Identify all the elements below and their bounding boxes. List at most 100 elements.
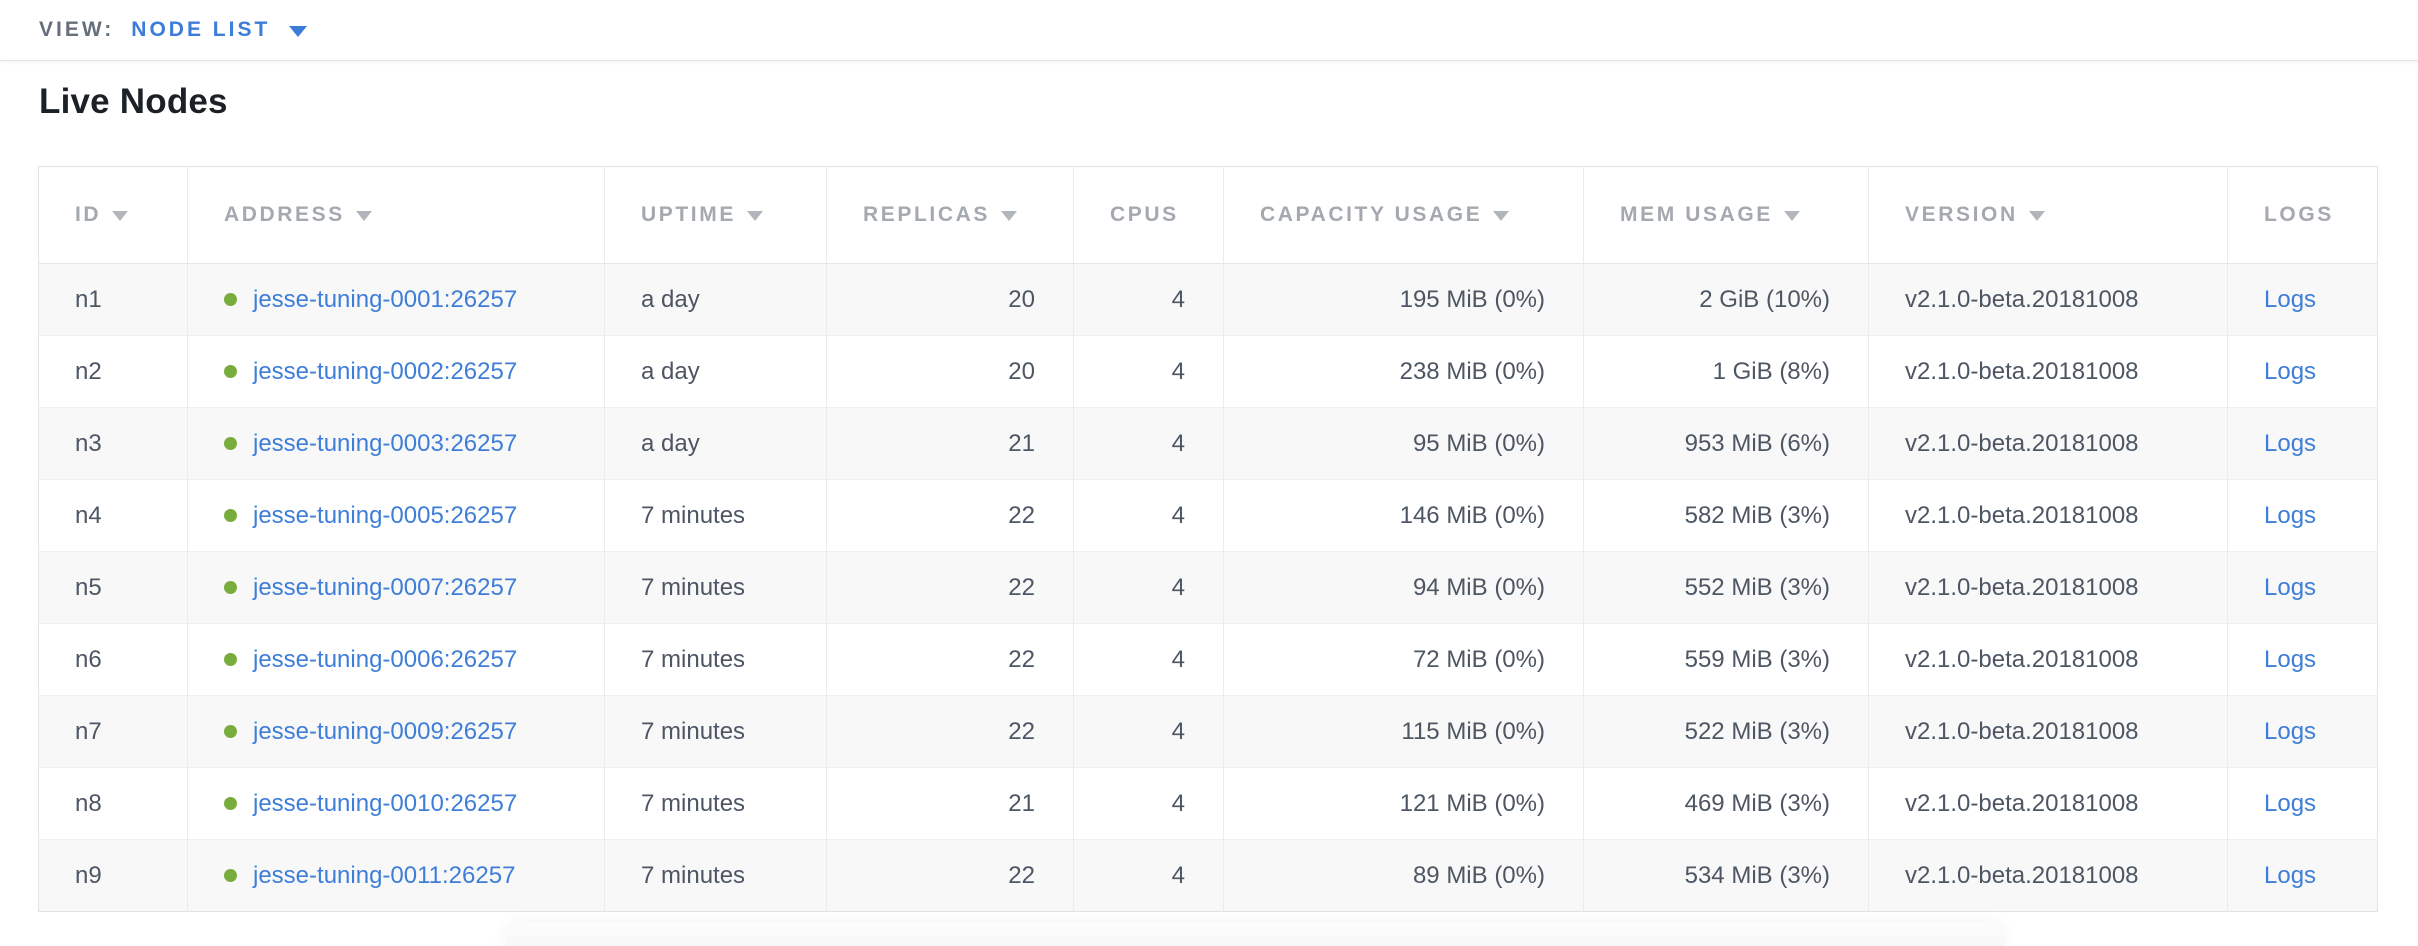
column-header-label: UPTIME — [641, 203, 736, 226]
cell-logs: Logs — [2227, 767, 2378, 840]
logs-link[interactable]: Logs — [2264, 789, 2317, 817]
node-status-icon — [224, 508, 237, 522]
cell-capacity: 195 MiB (0%) — [1223, 263, 1584, 336]
logs-link[interactable]: Logs — [2264, 717, 2317, 745]
cell-mem: 2 GiB (10%) — [1583, 263, 1869, 336]
table-row: n3 jesse-tuning-0003:26257 a day 21 4 95 MiB … — [38, 407, 2378, 480]
cell-uptime: 7 minutes — [604, 551, 827, 624]
cell-address: jesse-tuning-0005:26257 — [187, 479, 605, 552]
cell-capacity: 94 MiB (0%) — [1223, 551, 1584, 624]
column-header-cpus[interactable]: CPUS — [1073, 166, 1224, 264]
live-nodes-section: ID ADDRESS UPTIME REPLICAS CPUS CAPACITY USAG… — [38, 166, 2418, 912]
logs-link[interactable]: Logs — [2264, 357, 2317, 385]
node-address-link[interactable]: jesse-tuning-0002:26257 — [253, 357, 518, 385]
cell-version: v2.1.0-beta.20181008 — [1868, 767, 2228, 840]
cell-mem: 534 MiB (3%) — [1583, 839, 1869, 912]
column-header-mem[interactable]: MEM USAGE — [1583, 166, 1869, 264]
sort-desc-icon — [112, 211, 129, 221]
cell-cpus: 4 — [1073, 767, 1224, 840]
cell-cpus: 4 — [1073, 839, 1224, 912]
cell-mem: 522 MiB (3%) — [1583, 695, 1869, 768]
sort-desc-icon — [746, 211, 763, 221]
cell-mem: 582 MiB (3%) — [1583, 479, 1869, 552]
cell-address: jesse-tuning-0006:26257 — [187, 623, 605, 696]
column-header-label: REPLICAS — [863, 203, 990, 226]
cell-replicas: 21 — [826, 767, 1074, 840]
cell-id: n5 — [38, 551, 188, 624]
cell-version: v2.1.0-beta.20181008 — [1868, 407, 2228, 480]
cell-id: n3 — [38, 407, 188, 480]
cell-cpus: 4 — [1073, 479, 1224, 552]
cell-cpus: 4 — [1073, 623, 1224, 696]
cell-cpus: 4 — [1073, 335, 1224, 408]
cell-mem: 953 MiB (6%) — [1583, 407, 1869, 480]
node-address-link[interactable]: jesse-tuning-0001:26257 — [253, 285, 518, 313]
cell-cpus: 4 — [1073, 551, 1224, 624]
cell-mem: 559 MiB (3%) — [1583, 623, 1869, 696]
cell-uptime: 7 minutes — [604, 839, 827, 912]
logs-link[interactable]: Logs — [2264, 429, 2317, 457]
column-header-label: LOGS — [2264, 203, 2334, 226]
cell-uptime: a day — [604, 335, 827, 408]
logs-link[interactable]: Logs — [2264, 645, 2317, 673]
cell-cpus: 4 — [1073, 263, 1224, 336]
sort-desc-icon — [1783, 211, 1800, 221]
column-header-id[interactable]: ID — [38, 166, 188, 264]
node-status-icon — [224, 796, 237, 810]
column-header-logs: LOGS — [2227, 166, 2378, 264]
column-header-replicas[interactable]: REPLICAS — [826, 166, 1074, 264]
cell-mem: 552 MiB (3%) — [1583, 551, 1869, 624]
column-header-uptime[interactable]: UPTIME — [604, 166, 827, 264]
column-header-label: CAPACITY USAGE — [1260, 203, 1483, 226]
column-header-capacity[interactable]: CAPACITY USAGE — [1223, 166, 1584, 264]
cell-id: n7 — [38, 695, 188, 768]
logs-link[interactable]: Logs — [2264, 573, 2317, 601]
live-nodes-table: ID ADDRESS UPTIME REPLICAS CPUS CAPACITY USAG… — [38, 166, 2378, 912]
cell-capacity: 115 MiB (0%) — [1223, 695, 1584, 768]
node-address-link[interactable]: jesse-tuning-0003:26257 — [253, 429, 518, 457]
cell-version: v2.1.0-beta.20181008 — [1868, 839, 2228, 912]
node-status-icon — [224, 364, 237, 378]
below-fold-element-shadow — [505, 922, 2005, 946]
view-bar: VIEW: NODE LIST — [0, 0, 2418, 61]
column-header-version[interactable]: VERSION — [1868, 166, 2228, 264]
cell-address: jesse-tuning-0002:26257 — [187, 335, 605, 408]
node-address-link[interactable]: jesse-tuning-0010:26257 — [253, 789, 518, 817]
cell-version: v2.1.0-beta.20181008 — [1868, 479, 2228, 552]
cell-version: v2.1.0-beta.20181008 — [1868, 695, 2228, 768]
cell-replicas: 22 — [826, 479, 1074, 552]
cell-version: v2.1.0-beta.20181008 — [1868, 623, 2228, 696]
cell-version: v2.1.0-beta.20181008 — [1868, 335, 2228, 408]
view-selector[interactable]: NODE LIST — [131, 18, 308, 42]
cell-address: jesse-tuning-0001:26257 — [187, 263, 605, 336]
cell-uptime: 7 minutes — [604, 695, 827, 768]
table-body: n1 jesse-tuning-0001:26257 a day 20 4 195 MiB… — [38, 263, 2378, 912]
cell-replicas: 20 — [826, 263, 1074, 336]
cell-logs: Logs — [2227, 407, 2378, 480]
node-address-link[interactable]: jesse-tuning-0005:26257 — [253, 501, 518, 529]
node-address-link[interactable]: jesse-tuning-0011:26257 — [253, 861, 516, 889]
cell-capacity: 121 MiB (0%) — [1223, 767, 1584, 840]
cell-mem: 469 MiB (3%) — [1583, 767, 1869, 840]
view-label: VIEW: — [39, 18, 115, 41]
cell-version: v2.1.0-beta.20181008 — [1868, 263, 2228, 336]
logs-link[interactable]: Logs — [2264, 285, 2317, 313]
cell-replicas: 22 — [826, 551, 1074, 624]
node-address-link[interactable]: jesse-tuning-0006:26257 — [253, 645, 518, 673]
table-row: n9 jesse-tuning-0011:26257 7 minutes 22 4 89 … — [38, 839, 2378, 912]
logs-link[interactable]: Logs — [2264, 501, 2317, 529]
node-address-link[interactable]: jesse-tuning-0009:26257 — [253, 717, 518, 745]
cell-version: v2.1.0-beta.20181008 — [1868, 551, 2228, 624]
cell-replicas: 22 — [826, 623, 1074, 696]
table-row: n2 jesse-tuning-0002:26257 a day 20 4 238 MiB… — [38, 335, 2378, 408]
column-header-address[interactable]: ADDRESS — [187, 166, 605, 264]
cell-mem: 1 GiB (8%) — [1583, 335, 1869, 408]
cell-logs: Logs — [2227, 839, 2378, 912]
logs-link[interactable]: Logs — [2264, 861, 2317, 889]
cell-capacity: 238 MiB (0%) — [1223, 335, 1584, 408]
node-address-link[interactable]: jesse-tuning-0007:26257 — [253, 573, 518, 601]
cell-uptime: 7 minutes — [604, 767, 827, 840]
cell-capacity: 72 MiB (0%) — [1223, 623, 1584, 696]
cell-cpus: 4 — [1073, 407, 1224, 480]
cell-capacity: 89 MiB (0%) — [1223, 839, 1584, 912]
